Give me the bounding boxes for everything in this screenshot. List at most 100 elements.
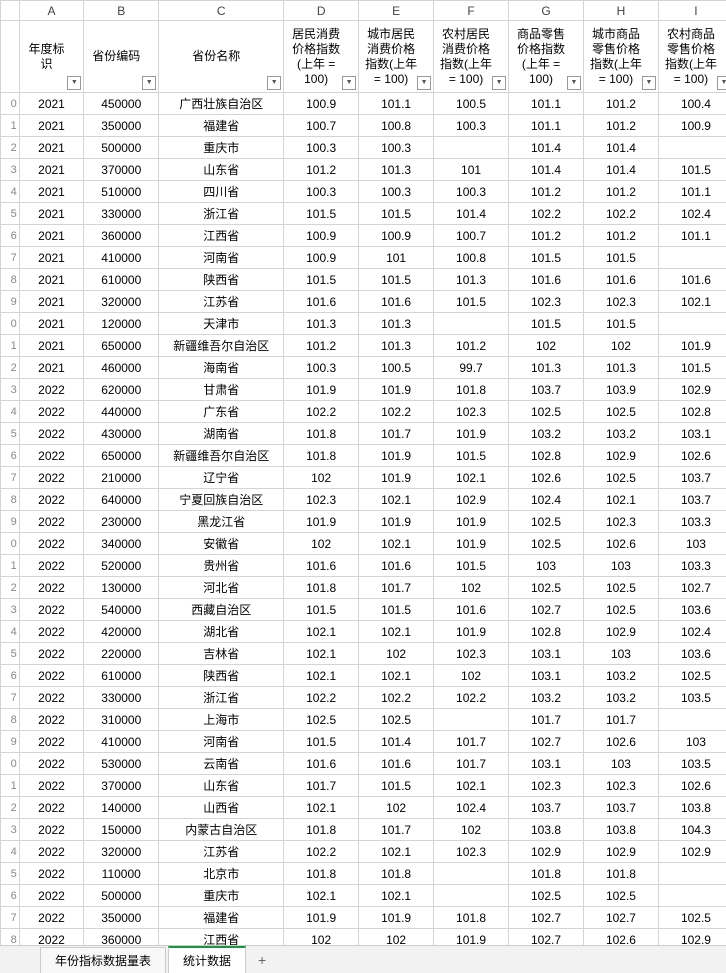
cell[interactable]: 黑龙江省	[159, 511, 284, 533]
cell[interactable]: 102.7	[658, 577, 726, 599]
cell[interactable]: 重庆市	[159, 137, 284, 159]
cell[interactable]: 101.5	[284, 203, 359, 225]
cell[interactable]: 100.5	[359, 357, 434, 379]
row-number[interactable]: 1	[1, 555, 20, 577]
cell[interactable]: 102.5	[284, 709, 359, 731]
cell[interactable]: 102	[434, 665, 509, 687]
cell[interactable]: 330000	[84, 203, 159, 225]
cell[interactable]: 102.1	[359, 489, 434, 511]
row-number[interactable]: 3	[1, 159, 20, 181]
cell[interactable]: 浙江省	[159, 203, 284, 225]
cell[interactable]: 102.5	[658, 665, 726, 687]
cell[interactable]: 103.7	[583, 797, 658, 819]
row-number[interactable]: 2	[1, 797, 20, 819]
cell[interactable]: 103.3	[658, 511, 726, 533]
cell[interactable]: 102.5	[583, 401, 658, 423]
cell[interactable]: 102.8	[658, 401, 726, 423]
cell[interactable]: 120000	[84, 313, 159, 335]
cell[interactable]: 103.2	[509, 423, 584, 445]
row-number[interactable]: 2	[1, 357, 20, 379]
row-number[interactable]: 2	[1, 577, 20, 599]
cell[interactable]: 210000	[84, 467, 159, 489]
cell[interactable]: 101.6	[284, 753, 359, 775]
cell[interactable]: 102.4	[658, 621, 726, 643]
cell[interactable]	[658, 247, 726, 269]
cell[interactable]: 102	[284, 533, 359, 555]
cell[interactable]: 103	[583, 555, 658, 577]
cell[interactable]: 101.9	[359, 379, 434, 401]
cell[interactable]: 103.6	[658, 599, 726, 621]
cell[interactable]: 102.2	[583, 203, 658, 225]
col-letter[interactable]: G	[509, 1, 584, 21]
cell[interactable]: 103.1	[509, 665, 584, 687]
cell[interactable]: 102.2	[284, 401, 359, 423]
cell[interactable]: 2022	[19, 929, 84, 946]
cell[interactable]: 102.1	[434, 775, 509, 797]
cell[interactable]: 320000	[84, 291, 159, 313]
cell[interactable]: 广西壮族自治区	[159, 93, 284, 115]
cell[interactable]: 101.7	[434, 731, 509, 753]
cell[interactable]: 2021	[19, 225, 84, 247]
cell[interactable]: 102.5	[509, 511, 584, 533]
cell[interactable]: 350000	[84, 115, 159, 137]
cell[interactable]: 101.9	[434, 621, 509, 643]
cell[interactable]: 2022	[19, 731, 84, 753]
cell[interactable]: 2022	[19, 401, 84, 423]
cell[interactable]: 102.5	[359, 709, 434, 731]
cell[interactable]: 320000	[84, 841, 159, 863]
cell[interactable]: 102.1	[359, 841, 434, 863]
cell[interactable]: 410000	[84, 731, 159, 753]
cell[interactable]: 102.3	[434, 841, 509, 863]
cell[interactable]	[434, 709, 509, 731]
cell[interactable]: 102.3	[509, 775, 584, 797]
cell[interactable]: 101.3	[359, 159, 434, 181]
cell[interactable]: 101.2	[284, 335, 359, 357]
cell[interactable]: 102.9	[658, 841, 726, 863]
cell[interactable]: 102	[359, 797, 434, 819]
cell[interactable]: 2022	[19, 555, 84, 577]
cell[interactable]: 130000	[84, 577, 159, 599]
header-cell-urban-cpi[interactable]: 城市居民消费价格指数(上年 = 100)▼	[359, 21, 434, 93]
header-cell-rural-retail[interactable]: 农村商品零售价格指数(上年 = 100)▼	[658, 21, 726, 93]
cell[interactable]	[658, 137, 726, 159]
cell[interactable]: 370000	[84, 775, 159, 797]
cell[interactable]: 110000	[84, 863, 159, 885]
cell[interactable]: 101.8	[434, 907, 509, 929]
filter-dropdown-icon[interactable]: ▼	[642, 76, 656, 90]
cell[interactable]: 河南省	[159, 731, 284, 753]
spreadsheet-grid[interactable]: A B C D E F G H I 年度标识▼ 省份编码▼ 省份名称▼ 居民消费…	[0, 0, 726, 945]
cell[interactable]: 220000	[84, 643, 159, 665]
cell[interactable]: 101.7	[583, 709, 658, 731]
cell[interactable]: 101.5	[434, 291, 509, 313]
cell[interactable]: 102	[359, 929, 434, 946]
cell[interactable]: 640000	[84, 489, 159, 511]
cell[interactable]: 2022	[19, 423, 84, 445]
cell[interactable]: 101.2	[509, 225, 584, 247]
cell[interactable]: 102.5	[583, 467, 658, 489]
cell[interactable]: 101.8	[284, 819, 359, 841]
cell[interactable]: 101.5	[359, 775, 434, 797]
row-number[interactable]: 1	[1, 775, 20, 797]
row-number[interactable]: 0	[1, 533, 20, 555]
cell[interactable]: 2021	[19, 93, 84, 115]
cell[interactable]: 102.1	[284, 885, 359, 907]
cell[interactable]: 100.9	[284, 247, 359, 269]
cell[interactable]: 100.3	[284, 137, 359, 159]
cell[interactable]: 102	[284, 929, 359, 946]
cell[interactable]: 湖北省	[159, 621, 284, 643]
cell[interactable]: 甘肃省	[159, 379, 284, 401]
cell[interactable]: 103.2	[583, 687, 658, 709]
cell[interactable]: 101.3	[359, 335, 434, 357]
cell[interactable]: 101.5	[434, 555, 509, 577]
cell[interactable]: 102.6	[658, 445, 726, 467]
cell[interactable]: 102.9	[583, 621, 658, 643]
cell[interactable]: 102.4	[434, 797, 509, 819]
row-number[interactable]: 6	[1, 445, 20, 467]
cell[interactable]: 101.8	[359, 863, 434, 885]
cell[interactable]: 101.5	[359, 269, 434, 291]
cell[interactable]: 101.4	[359, 731, 434, 753]
cell[interactable]: 102.1	[434, 467, 509, 489]
cell[interactable]: 102.1	[284, 621, 359, 643]
header-cell-province[interactable]: 省份名称▼	[159, 21, 284, 93]
cell[interactable]: 101.6	[434, 599, 509, 621]
